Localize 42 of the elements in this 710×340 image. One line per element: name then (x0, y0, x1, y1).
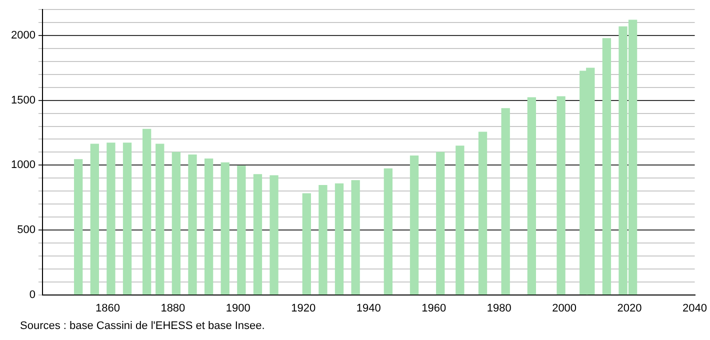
bar (456, 146, 464, 295)
bar (436, 152, 445, 295)
x-tick-label: 1960 (422, 302, 446, 314)
x-tick-label: 1980 (486, 302, 512, 314)
bar (142, 128, 152, 295)
bar (351, 180, 360, 295)
bar (237, 166, 246, 295)
bar (556, 96, 566, 295)
x-tick-label: 1860 (95, 302, 120, 314)
y-tick-label: 1500 (10, 94, 36, 106)
bar (122, 142, 132, 295)
bar (527, 97, 536, 295)
x-tick-label: 2040 (682, 302, 708, 314)
bar (602, 38, 612, 295)
source-note: Sources : base Cassini de l'EHESS et base Insee. (20, 320, 265, 332)
bar (318, 185, 328, 295)
bar (188, 154, 197, 295)
x-tick-label: 2000 (552, 302, 577, 314)
x-tick-label: 1880 (160, 302, 186, 314)
bar (384, 168, 393, 295)
bar (478, 132, 488, 295)
bar (220, 162, 230, 295)
y-tick-label: 1000 (10, 159, 36, 172)
bar (156, 144, 164, 295)
bar (106, 142, 116, 295)
bar (501, 108, 510, 295)
bar (172, 152, 181, 295)
y-tick-label: 2000 (10, 30, 36, 42)
bar (253, 174, 262, 295)
bar (334, 183, 344, 295)
x-tick-label: 1900 (226, 302, 250, 314)
bar (270, 175, 278, 295)
bar (90, 144, 99, 295)
bar (410, 156, 419, 295)
y-tick-label: 0 (29, 288, 36, 301)
y-tick-label: 500 (17, 224, 36, 236)
bar (74, 159, 83, 295)
x-tick-label: 1940 (356, 302, 381, 314)
bar (204, 158, 214, 295)
x-tick-label: 2020 (617, 302, 642, 314)
x-tick-label: 1920 (291, 302, 316, 314)
bar (302, 193, 311, 295)
